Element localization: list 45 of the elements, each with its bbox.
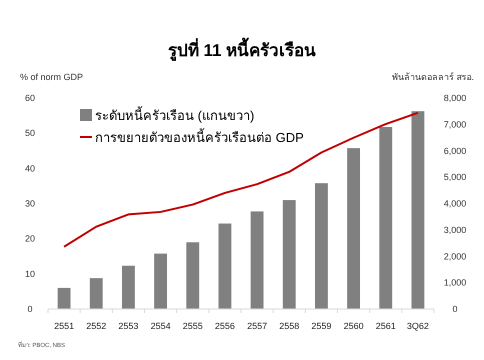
bar: [186, 242, 200, 309]
bar: [347, 148, 360, 309]
y-tick-label: 20: [24, 234, 36, 244]
bar: [250, 211, 264, 309]
y2-tick-label: 0: [452, 304, 458, 314]
x-tick-label: 2555: [182, 321, 203, 331]
y-axis-title: % of norm GDP: [20, 72, 84, 82]
bar: [314, 183, 328, 309]
bar: [90, 278, 103, 309]
bar: [282, 200, 296, 309]
y-tick-label: 60: [24, 93, 36, 103]
bar: [379, 127, 392, 309]
y-tick-label: 0: [27, 304, 33, 314]
y2-tick-label: 8,000: [444, 93, 466, 103]
y2-tick-label: 6,000: [444, 146, 466, 156]
bar: [58, 288, 71, 309]
bar: [122, 266, 135, 309]
chart-title: รูปที่ 11 หนี้ครัวเรือน: [168, 37, 316, 62]
y2-tick-label: 2,000: [444, 251, 466, 262]
x-tick-label: 2560: [344, 321, 364, 331]
legend-label: การขยายตัวของหนี้ครัวเรือนต่อ GDP: [95, 128, 304, 145]
x-tick-label: 2554: [150, 321, 171, 331]
x-tick-label: 3Q62: [406, 321, 429, 331]
x-tick-label: 2551: [54, 321, 74, 331]
y2-tick-label: 7,000: [444, 119, 466, 130]
x-tick-label: 2556: [214, 321, 235, 331]
x-tick-label: 2552: [86, 321, 106, 331]
x-tick-label: 2559: [311, 321, 332, 331]
x-tick-label: 2561: [376, 321, 396, 331]
y-tick-label: 50: [24, 128, 36, 138]
y2-tick-label: 1,000: [444, 278, 466, 288]
x-tick-label: 2558: [279, 321, 300, 331]
y-tick-label: 40: [24, 163, 36, 174]
bar: [218, 224, 232, 309]
y-tick-label: 30: [24, 198, 36, 208]
y2-axis-title: พันล้านดอลลาร์ สรอ.: [392, 71, 474, 82]
y2-tick-label: 5,000: [444, 172, 466, 182]
bar: [411, 111, 424, 309]
y2-tick-label: 3,000: [444, 224, 466, 235]
legend-label: ระดับหนี้ครัวเรือน (แกนขวา): [95, 106, 254, 123]
x-tick-label: 2553: [118, 321, 138, 331]
x-tick-label: 2557: [247, 321, 268, 331]
y-tick-label: 10: [24, 268, 36, 279]
bar: [154, 254, 168, 309]
y2-tick-label: 4,000: [444, 198, 466, 208]
